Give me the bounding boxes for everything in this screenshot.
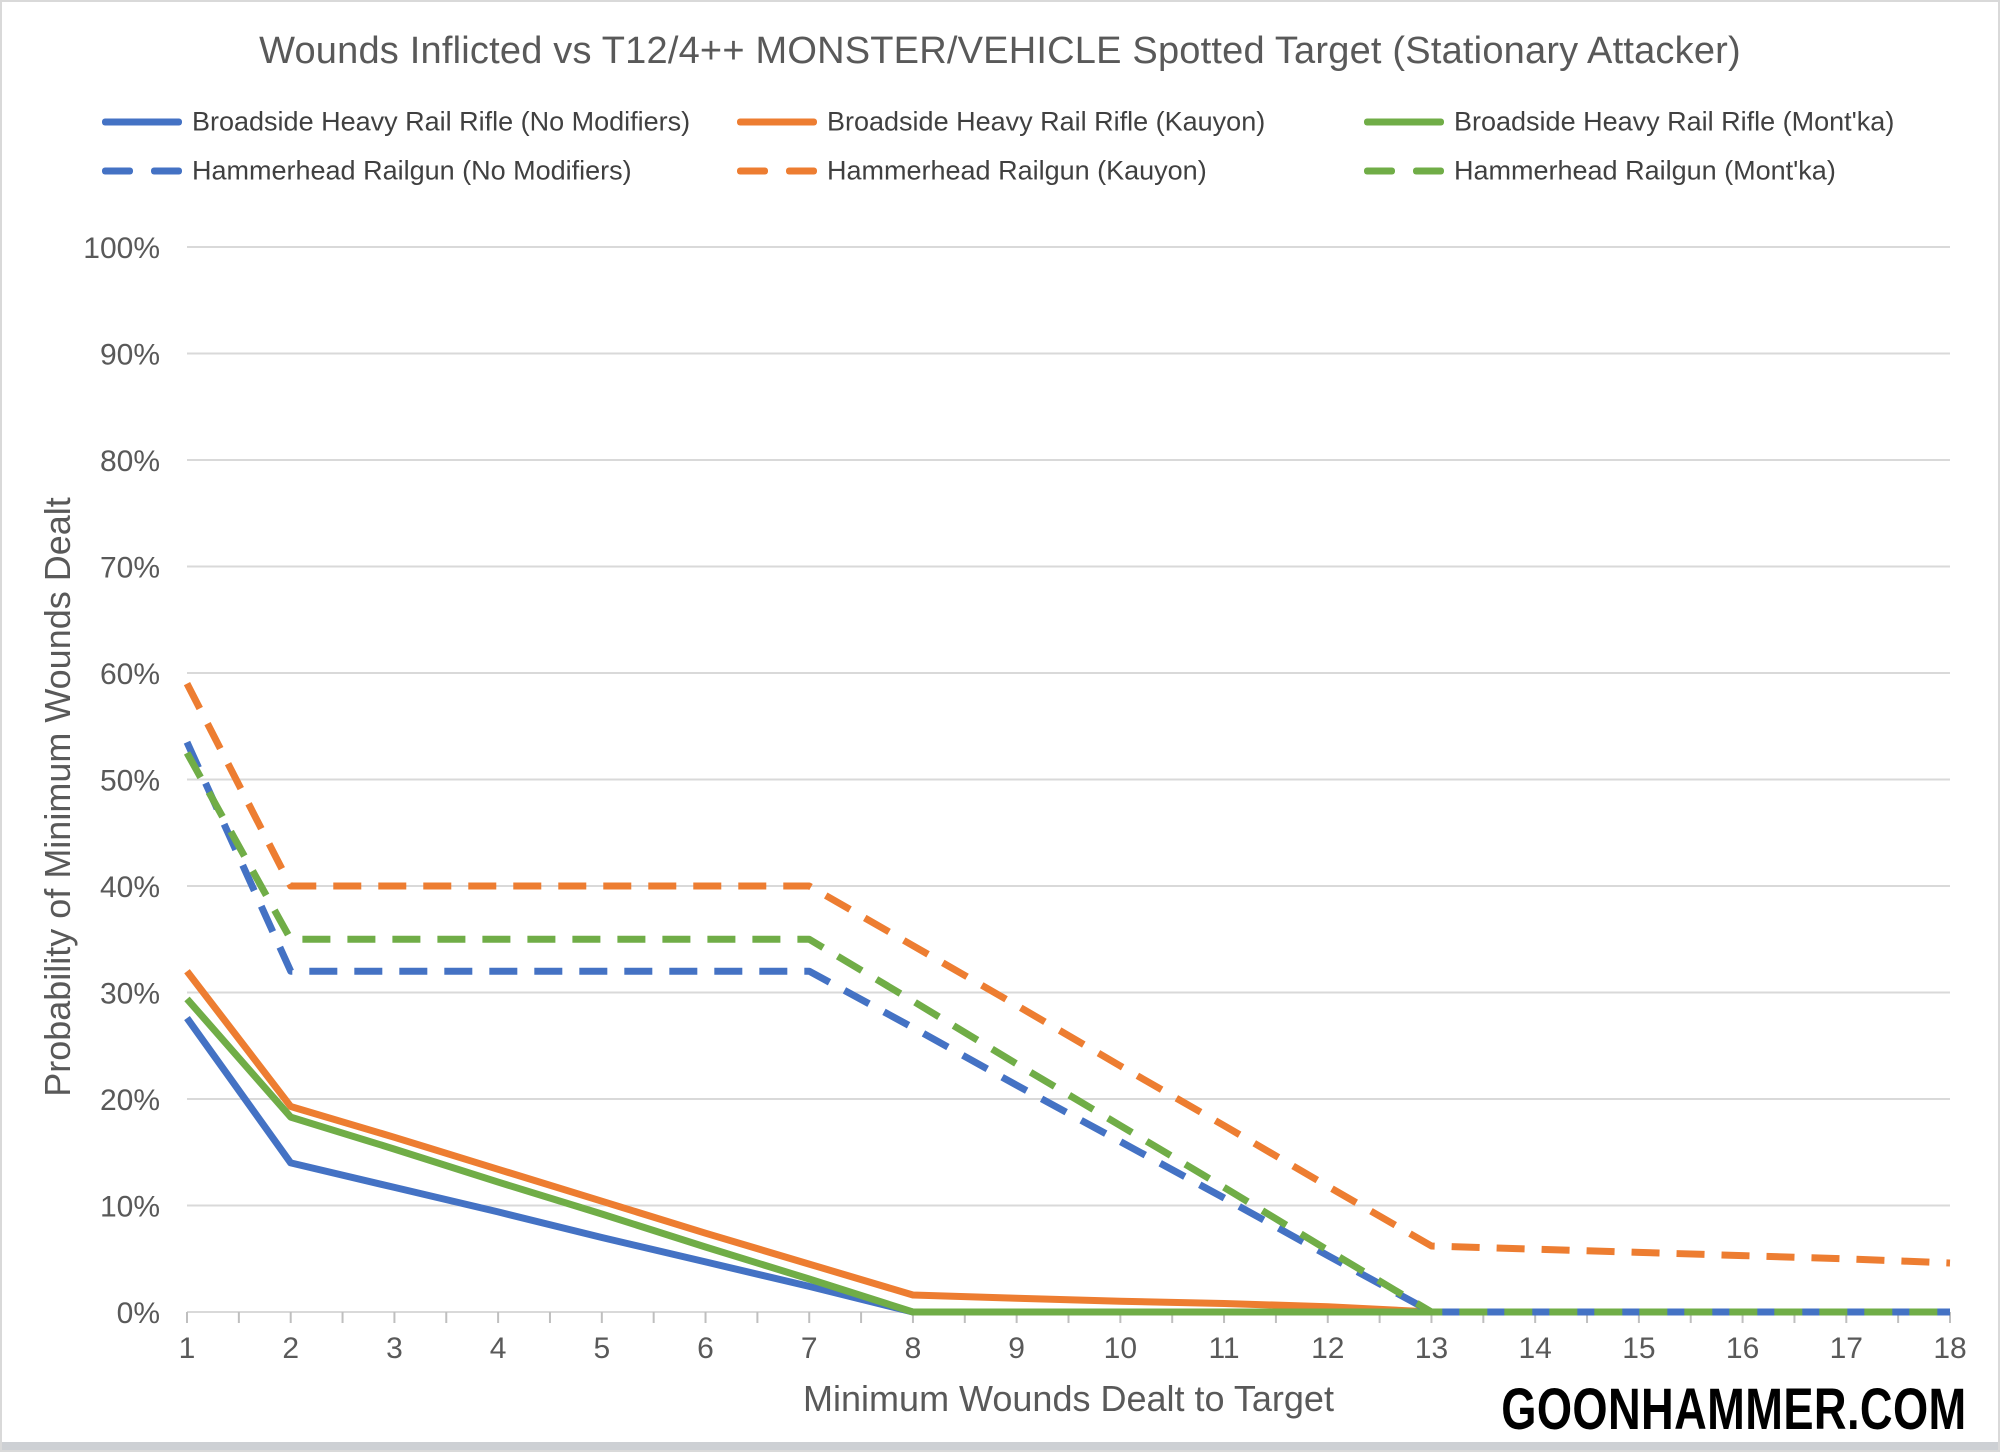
y-tick-label: 30% <box>100 978 160 1011</box>
dashed-line-swatch-icon <box>1364 167 1444 175</box>
bottom-strip <box>2 1442 1998 1450</box>
x-tick-label: 13 <box>1415 1332 1448 1365</box>
legend-label: Broadside Heavy Rail Rifle (No Modifiers… <box>192 106 691 137</box>
legend-label: Broadside Heavy Rail Rifle (Mont'ka) <box>1454 106 1895 137</box>
x-tick-label: 9 <box>1008 1332 1025 1365</box>
legend-item[interactable]: Hammerhead Railgun (No Modifiers) <box>102 156 632 187</box>
y-tick-label: 90% <box>100 339 160 372</box>
legend-item[interactable]: Broadside Heavy Rail Rifle (Mont'ka) <box>1364 107 1894 138</box>
y-tick-label: 10% <box>100 1191 160 1224</box>
x-tick-label: 5 <box>593 1332 610 1365</box>
x-tick-label: 12 <box>1311 1332 1344 1365</box>
legend-label: Hammerhead Railgun (No Modifiers) <box>192 155 632 186</box>
series-line-4 <box>183 682 1951 1267</box>
chart-title: Wounds Inflicted vs T12/4++ MONSTER/VEHI… <box>259 30 1741 72</box>
y-tick-label: 20% <box>100 1084 160 1117</box>
x-tick-label: 6 <box>697 1332 714 1365</box>
x-tick-label: 18 <box>1933 1332 1966 1365</box>
x-tick-label: 1 <box>179 1332 196 1365</box>
watermark: GOONHAMMER.COM <box>1501 1377 1967 1442</box>
series-line-5 <box>183 751 1950 1316</box>
y-tick-label: 50% <box>100 765 160 798</box>
solid-line-swatch-icon <box>737 118 817 126</box>
x-tick-label: 17 <box>1830 1332 1863 1365</box>
x-tick-label: 14 <box>1518 1332 1551 1365</box>
x-tick-label: 15 <box>1622 1332 1655 1365</box>
y-tick-label: 70% <box>100 552 160 585</box>
legend-label: Hammerhead Railgun (Mont'ka) <box>1454 155 1836 186</box>
legend-item[interactable]: Broadside Heavy Rail Rifle (No Modifiers… <box>102 107 690 138</box>
solid-line-swatch-icon <box>102 118 182 126</box>
x-axis-title: Minimum Wounds Dealt to Target <box>803 1378 1334 1419</box>
x-tick-label: 7 <box>801 1332 818 1365</box>
legend-item[interactable]: Hammerhead Railgun (Mont'ka) <box>1364 156 1836 187</box>
x-tick-label: 8 <box>905 1332 922 1365</box>
y-tick-label: 60% <box>100 658 160 691</box>
y-tick-label: 100% <box>83 232 160 265</box>
x-tick-label: 11 <box>1208 1332 1239 1365</box>
x-tick-label: 4 <box>490 1332 507 1365</box>
dashed-line-swatch-icon <box>102 167 182 175</box>
legend-item[interactable]: Broadside Heavy Rail Rifle (Kauyon) <box>737 107 1265 138</box>
legend-label: Broadside Heavy Rail Rifle (Kauyon) <box>827 106 1266 137</box>
y-tick-label: 40% <box>100 871 160 904</box>
y-axis-title: Probability of Minimum Wounds Dealt <box>37 497 78 1097</box>
series-line-1 <box>184 969 1950 1316</box>
solid-line-swatch-icon <box>1364 118 1444 126</box>
dashed-line-swatch-icon <box>737 167 817 175</box>
y-tick-label: 80% <box>100 445 160 478</box>
legend-label: Hammerhead Railgun (Kauyon) <box>827 155 1207 186</box>
legend-item[interactable]: Hammerhead Railgun (Kauyon) <box>737 156 1207 187</box>
y-tick-label: 0% <box>117 1297 160 1330</box>
x-tick-label: 3 <box>386 1332 403 1365</box>
x-tick-label: 10 <box>1104 1332 1137 1365</box>
x-tick-label: 16 <box>1726 1332 1759 1365</box>
series-line-3 <box>183 740 1950 1316</box>
x-tick-label: 2 <box>282 1332 299 1365</box>
